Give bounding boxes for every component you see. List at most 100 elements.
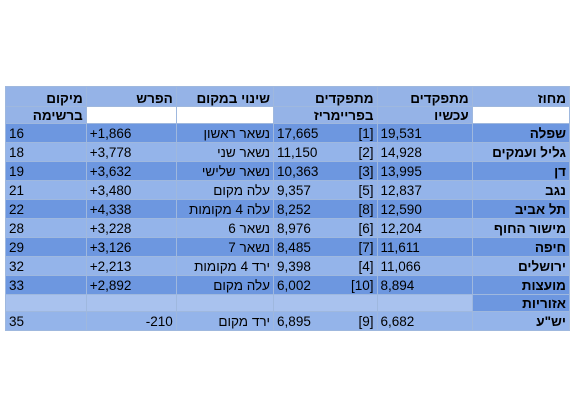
table-row: גליל ועמקים 14,928 [2] 11,150 נשאר שני +3… xyxy=(5,142,571,162)
district-name: שפלה xyxy=(471,123,571,143)
primaries-rank: [6] xyxy=(358,220,374,236)
position-change: עלה 4 מקומות xyxy=(175,199,275,219)
position-change: ירד 4 מקומות xyxy=(175,256,275,276)
difference: +3,632 xyxy=(85,161,177,181)
primaries-rank: [5] xyxy=(358,182,374,198)
table-row: שפלה 19,531 [1] 17,665 נשאר ראשון +1,866 … xyxy=(5,123,571,143)
list-position: 21 xyxy=(5,180,87,200)
primaries-rank: [3] xyxy=(358,163,374,179)
members-now: 12,590 xyxy=(376,199,473,219)
position-change: עלה מקום xyxy=(175,180,275,200)
members-now: 11,066 xyxy=(376,256,473,276)
members-now: 8,894 xyxy=(376,275,473,295)
header-blank-cell xyxy=(471,106,571,124)
district-name: יש"ע xyxy=(471,311,571,331)
members-now: 6,682 xyxy=(376,311,473,331)
members-primaries-cell: [4] 9,398 xyxy=(273,256,378,276)
difference: +2,892 xyxy=(85,275,177,295)
difference: +2,213 xyxy=(85,256,177,276)
position-change: נשאר 6 xyxy=(175,218,275,238)
members-primaries-cell: [2] 11,150 xyxy=(273,142,378,162)
members-primaries-cell: [3] 10,363 xyxy=(273,161,378,181)
primaries-rank: [7] xyxy=(358,239,374,255)
members-primaries: 6,002 xyxy=(277,277,311,293)
primaries-table: מחוז מתפקדים מתפקדים שינוי במקום הפרש מי… xyxy=(5,86,571,331)
header-difference: הפרש xyxy=(85,86,177,107)
primaries-rank: [4] xyxy=(358,258,374,274)
table-row: דן 13,995 [3] 10,363 נשאר שלישי +3,632 19 xyxy=(5,161,571,181)
list-position: 28 xyxy=(5,218,87,238)
list-position: 22 xyxy=(5,199,87,219)
members-primaries: 10,363 xyxy=(277,163,319,179)
members-primaries-cell: [5] 9,357 xyxy=(273,180,378,200)
district-name-continued: אזוריות xyxy=(471,294,571,312)
header-members-now-line2: עכשיו xyxy=(376,106,473,124)
members-primaries-cell: [9] 6,895 xyxy=(273,311,378,331)
list-position: 33 xyxy=(5,275,87,295)
members-primaries: 9,357 xyxy=(277,182,311,198)
empty-cell xyxy=(175,294,275,312)
table-row: מישור החוף 12,204 [6] 8,976 נשאר 6 +3,228… xyxy=(5,218,571,238)
empty-cell xyxy=(273,294,378,312)
members-primaries: 11,150 xyxy=(277,144,318,160)
header-members-primaries-line2: בפריימריז xyxy=(273,106,378,124)
position-change: ירד מקום xyxy=(175,311,275,331)
header-position-change: שינוי במקום xyxy=(175,86,275,107)
table-row: תל אביב 12,590 [8] 8,252 עלה 4 מקומות +4,… xyxy=(5,199,571,219)
position-change: עלה מקום xyxy=(175,275,275,295)
header-blank-cell xyxy=(85,106,177,124)
primaries-rank: [9] xyxy=(358,313,374,329)
table-row: נגב 12,837 [5] 9,357 עלה מקום +3,480 21 xyxy=(5,180,571,200)
primaries-rank: [1] xyxy=(358,125,374,141)
members-now: 12,204 xyxy=(376,218,473,238)
district-name: דן xyxy=(471,161,571,181)
district-name: מועצות xyxy=(471,275,571,295)
members-now: 11,611 xyxy=(376,237,473,257)
list-position: 16 xyxy=(5,123,87,143)
header-members-now: מתפקדים xyxy=(376,86,473,107)
table-row: יש"ע 6,682 [9] 6,895 ירד מקום -210 35 xyxy=(5,311,571,331)
members-primaries: 8,485 xyxy=(277,239,311,255)
members-now: 13,995 xyxy=(376,161,473,181)
position-change: נשאר ראשון xyxy=(175,123,275,143)
members-now: 14,928 xyxy=(376,142,473,162)
table-row: מועצות 8,894 [10] 6,002 עלה מקום +2,892 3… xyxy=(5,275,571,295)
header-district: מחוז xyxy=(471,86,571,107)
table-row: חיפה 11,611 [7] 8,485 נשאר 7 +3,126 29 xyxy=(5,237,571,257)
difference: +1,866 xyxy=(85,123,177,143)
difference: +3,228 xyxy=(85,218,177,238)
primaries-rank: [2] xyxy=(358,144,374,160)
difference: +3,778 xyxy=(85,142,177,162)
primaries-rank: [8] xyxy=(358,201,374,217)
district-name: מישור החוף xyxy=(471,218,571,238)
members-now: 12,837 xyxy=(376,180,473,200)
difference: +3,126 xyxy=(85,237,177,257)
empty-cell xyxy=(5,294,87,312)
header-blank-cell xyxy=(175,106,275,124)
members-primaries: 9,398 xyxy=(277,258,311,274)
empty-cell xyxy=(85,294,177,312)
members-primaries: 8,976 xyxy=(277,220,311,236)
position-change: נשאר שלישי xyxy=(175,161,275,181)
district-name: חיפה xyxy=(471,237,571,257)
district-name: ירושלים xyxy=(471,256,571,276)
header-list-position: מיקום xyxy=(5,86,87,107)
members-primaries-cell: [7] 8,485 xyxy=(273,237,378,257)
position-change: נשאר שני xyxy=(175,142,275,162)
header-list-position-line2: ברשימה xyxy=(5,106,87,124)
district-name: גליל ועמקים xyxy=(471,142,571,162)
members-primaries-cell: [1] 17,665 xyxy=(273,123,378,143)
district-name: נגב xyxy=(471,180,571,200)
list-position: 18 xyxy=(5,142,87,162)
members-primaries-cell: [6] 8,976 xyxy=(273,218,378,238)
list-position: 19 xyxy=(5,161,87,181)
difference: +3,480 xyxy=(85,180,177,200)
difference: -210 xyxy=(85,311,177,331)
members-primaries-cell: [10] 6,002 xyxy=(273,275,378,295)
header-members-primaries: מתפקדים xyxy=(273,86,378,107)
table-row: ירושלים 11,066 [4] 9,398 ירד 4 מקומות +2,… xyxy=(5,256,571,276)
members-now: 19,531 xyxy=(376,123,473,143)
list-position: 35 xyxy=(5,311,87,331)
members-primaries: 8,252 xyxy=(277,201,311,217)
difference: +4,338 xyxy=(85,199,177,219)
